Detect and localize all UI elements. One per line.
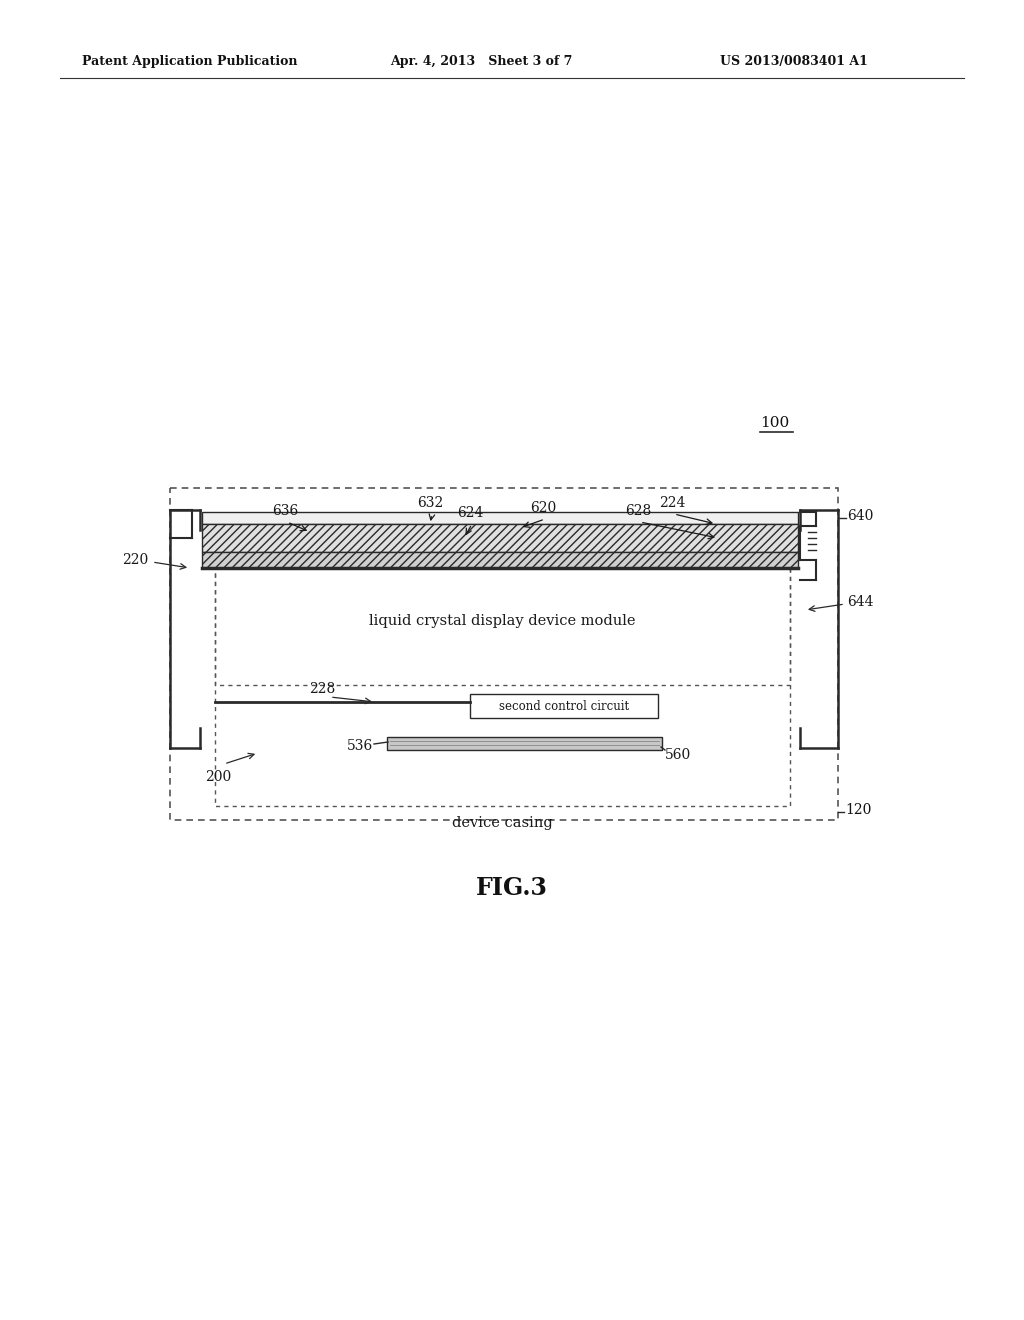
Text: 628: 628 xyxy=(625,504,651,517)
Bar xyxy=(215,568,790,807)
Text: 220: 220 xyxy=(122,553,148,568)
Text: 620: 620 xyxy=(529,502,556,515)
Text: 200: 200 xyxy=(205,770,231,784)
Text: Apr. 4, 2013   Sheet 3 of 7: Apr. 4, 2013 Sheet 3 of 7 xyxy=(390,55,572,69)
Text: second control circuit: second control circuit xyxy=(499,700,629,713)
Text: US 2013/0083401 A1: US 2013/0083401 A1 xyxy=(720,55,868,69)
Text: 224: 224 xyxy=(658,496,685,510)
Text: 228: 228 xyxy=(309,682,335,696)
Text: device casing: device casing xyxy=(453,816,553,830)
Text: 560: 560 xyxy=(665,748,691,762)
Text: 636: 636 xyxy=(272,504,298,517)
Text: 100: 100 xyxy=(760,416,790,430)
Bar xyxy=(170,488,838,820)
Bar xyxy=(215,568,790,685)
Bar xyxy=(202,524,798,552)
Text: 536: 536 xyxy=(347,739,373,752)
Text: Patent Application Publication: Patent Application Publication xyxy=(82,55,298,69)
Text: 640: 640 xyxy=(847,510,873,523)
Text: 120: 120 xyxy=(845,803,871,817)
Text: 632: 632 xyxy=(417,496,443,510)
Bar xyxy=(202,552,798,568)
Text: liquid crystal display device module: liquid crystal display device module xyxy=(370,615,636,628)
Text: FIG.3: FIG.3 xyxy=(476,876,548,900)
Bar xyxy=(202,512,798,524)
Text: 624: 624 xyxy=(457,506,483,520)
Text: 644: 644 xyxy=(847,595,873,609)
Bar xyxy=(387,737,662,750)
Bar xyxy=(470,694,658,718)
